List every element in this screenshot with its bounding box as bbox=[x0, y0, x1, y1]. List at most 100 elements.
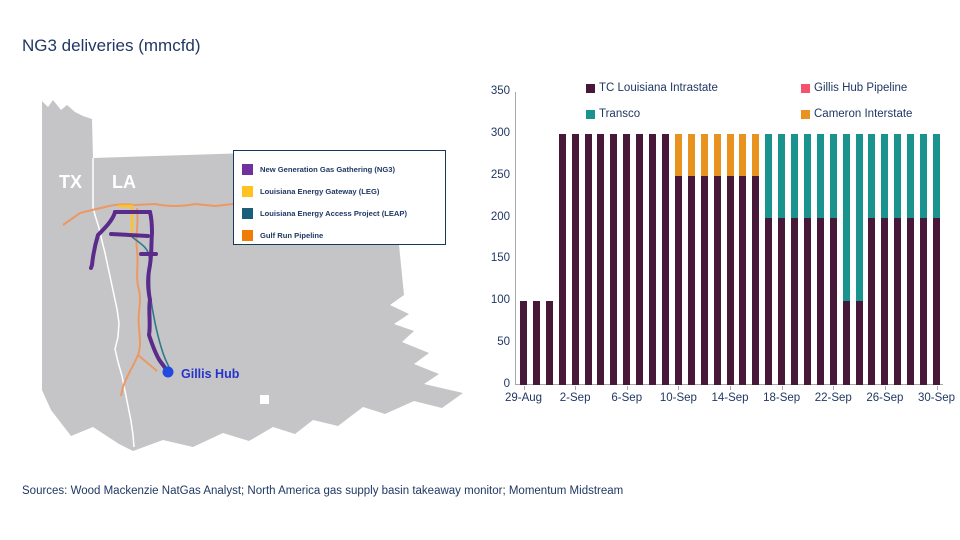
bar-2-Sep[interactable] bbox=[571, 133, 579, 385]
x-axis-tick-label: 22-Sep bbox=[814, 392, 852, 404]
bar-segment bbox=[752, 175, 760, 385]
chart-legend-label: Transco bbox=[599, 108, 641, 120]
y-axis-tick-label: 0 bbox=[503, 378, 510, 390]
chart-legend-item: Cameron Interstate bbox=[801, 108, 912, 120]
bar-segment bbox=[661, 133, 669, 385]
bar-segment bbox=[803, 133, 811, 218]
bar-15-Sep[interactable] bbox=[739, 133, 747, 385]
bar-segment bbox=[829, 217, 837, 385]
bar-segment bbox=[674, 133, 682, 176]
bar-segment bbox=[868, 133, 876, 218]
gillis-hub-dot[interactable] bbox=[162, 366, 174, 378]
chart-plot-area bbox=[516, 92, 944, 385]
map-legend-label: Louisiana Energy Access Project (LEAP) bbox=[260, 208, 407, 218]
x-axis-tick-label: 14-Sep bbox=[711, 392, 749, 404]
x-axis-tick-mark bbox=[626, 386, 628, 390]
map-legend-swatch bbox=[242, 185, 253, 197]
x-axis-tick-mark bbox=[833, 386, 835, 390]
x-axis-tick-mark bbox=[575, 386, 577, 390]
bar-segment bbox=[726, 175, 734, 385]
bar-segment bbox=[687, 133, 695, 176]
bar-14-Sep[interactable] bbox=[726, 133, 734, 385]
bar-segment bbox=[894, 217, 902, 385]
bar-segment bbox=[752, 133, 760, 176]
bar-segment bbox=[674, 175, 682, 385]
bar-8-Sep[interactable] bbox=[649, 133, 657, 385]
bar-segment bbox=[894, 133, 902, 218]
y-axis-tick-label: 100 bbox=[490, 294, 510, 307]
bar-segment bbox=[700, 133, 708, 176]
bar-23-Sep[interactable] bbox=[842, 133, 850, 385]
state-border-line bbox=[92, 158, 135, 448]
bar-1-Sep[interactable] bbox=[558, 133, 566, 385]
bar-24-Sep[interactable] bbox=[855, 133, 863, 385]
x-axis-tick-label: 2-Sep bbox=[559, 392, 591, 404]
bar-segment bbox=[816, 133, 824, 218]
chart-legend-label: Cameron Interstate bbox=[814, 108, 913, 120]
bar-segment bbox=[868, 217, 876, 385]
x-axis-tick-label: 6-Sep bbox=[611, 392, 643, 404]
x-axis-tick-mark bbox=[523, 386, 525, 390]
bar-segment bbox=[881, 217, 889, 385]
bar-19-Sep[interactable] bbox=[791, 133, 799, 385]
bar-18-Sep[interactable] bbox=[778, 133, 786, 385]
bar-3-Sep[interactable] bbox=[584, 133, 592, 385]
bar-22-Sep[interactable] bbox=[829, 133, 837, 385]
bar-segment bbox=[907, 133, 915, 218]
lake-shape bbox=[260, 395, 269, 404]
bar-17-Sep[interactable] bbox=[765, 133, 773, 385]
bar-segment bbox=[920, 217, 928, 385]
y-axis-tick-label: 250 bbox=[490, 168, 510, 181]
chart-legend-item: Gillis Hub Pipeline bbox=[801, 82, 907, 94]
chart-legend-label: Gillis Hub Pipeline bbox=[814, 82, 908, 94]
bar-26-Sep[interactable] bbox=[881, 133, 889, 385]
x-axis-tick-mark bbox=[781, 386, 783, 390]
bar-segment bbox=[816, 217, 824, 385]
bar-segment bbox=[700, 175, 708, 385]
bar-10-Sep[interactable] bbox=[674, 133, 682, 385]
bar-13-Sep[interactable] bbox=[713, 133, 721, 385]
x-axis-tick-mark bbox=[936, 386, 938, 390]
y-axis-tick-label: 350 bbox=[490, 85, 510, 97]
bar-segment bbox=[558, 133, 566, 385]
bar-16-Sep[interactable] bbox=[752, 133, 760, 385]
bar-25-Sep[interactable] bbox=[868, 133, 876, 385]
bar-segment bbox=[765, 217, 773, 385]
map-legend-item: Gulf Run Pipeline bbox=[242, 224, 445, 246]
bar-29-Aug[interactable] bbox=[520, 301, 527, 385]
bar-5-Sep[interactable] bbox=[610, 133, 618, 385]
bar-31-Aug[interactable] bbox=[545, 301, 553, 385]
bar-segment bbox=[623, 133, 631, 385]
bar-30-Aug[interactable] bbox=[532, 301, 540, 385]
map-legend-swatch bbox=[242, 163, 253, 175]
bar-4-Sep[interactable] bbox=[597, 133, 605, 385]
bar-segment bbox=[829, 133, 837, 218]
bar-segment bbox=[855, 133, 863, 302]
bar-29-Sep[interactable] bbox=[920, 133, 928, 385]
map-legend-swatch bbox=[242, 207, 253, 219]
bar-20-Sep[interactable] bbox=[803, 133, 811, 385]
bar-11-Sep[interactable] bbox=[687, 133, 695, 385]
map-legend-item: Louisiana Energy Access Project (LEAP) bbox=[242, 202, 445, 224]
bar-12-Sep[interactable] bbox=[700, 133, 708, 385]
y-axis-tick-label: 150 bbox=[490, 252, 510, 265]
bar-7-Sep[interactable] bbox=[636, 133, 644, 385]
map-legend: New Generation Gas Gathering (NG3) Louisi… bbox=[233, 150, 446, 245]
state-label-la: LA bbox=[112, 172, 136, 192]
bar-9-Sep[interactable] bbox=[661, 133, 669, 385]
bar-27-Sep[interactable] bbox=[894, 133, 902, 385]
x-axis-tick-label: 30-Sep bbox=[917, 392, 956, 404]
bar-21-Sep[interactable] bbox=[816, 133, 824, 385]
bar-28-Sep[interactable] bbox=[907, 133, 915, 385]
bar-segment bbox=[739, 133, 747, 176]
bar-segment bbox=[739, 175, 747, 385]
bar-segment bbox=[765, 133, 773, 218]
y-axis-tick-label: 50 bbox=[497, 336, 510, 349]
bar-30-Sep[interactable] bbox=[933, 133, 940, 385]
bar-6-Sep[interactable] bbox=[623, 133, 631, 385]
bar-segment bbox=[842, 301, 850, 385]
x-axis-tick-label: 10-Sep bbox=[659, 392, 697, 404]
chart-legend-swatch bbox=[801, 83, 810, 93]
map-legend-swatch bbox=[242, 229, 253, 241]
